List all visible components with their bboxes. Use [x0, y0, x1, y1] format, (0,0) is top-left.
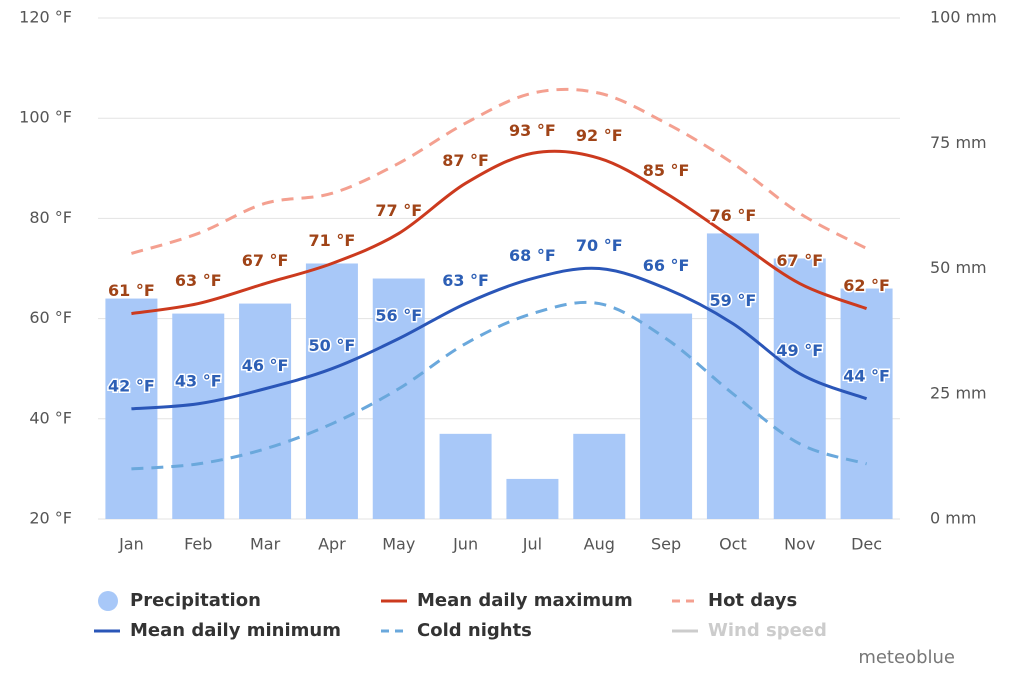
data-label: 93 °F	[509, 121, 556, 140]
x-tick-label: Jul	[522, 535, 542, 554]
bar	[506, 478, 559, 519]
x-tick-label: Feb	[184, 535, 212, 554]
legend-marker	[98, 591, 118, 611]
data-label: 62 °F	[843, 276, 890, 295]
data-label: 70 °F	[576, 236, 623, 255]
data-label: 67 °F	[242, 251, 289, 270]
data-label: 87 °F	[442, 151, 489, 170]
y2-tick-label: 100 mm	[930, 8, 997, 27]
data-label: 71 °F	[309, 231, 356, 250]
data-label: 61 °F	[108, 281, 155, 300]
data-label: 85 °F	[643, 161, 690, 180]
watermark: meteoblue	[858, 647, 955, 668]
x-tick-label: Jun	[452, 535, 478, 554]
bar	[172, 313, 225, 519]
data-label: 76 °F	[710, 206, 757, 225]
x-tick-label: Dec	[851, 535, 882, 554]
bar	[840, 288, 893, 519]
y2-tick-label: 0 mm	[930, 509, 976, 528]
y-tick-label: 40 °F	[29, 408, 72, 427]
x-tick-label: Jan	[118, 535, 144, 554]
data-label: 42 °F	[108, 376, 155, 395]
data-label: 44 °F	[843, 366, 890, 385]
y2-tick-label: 75 mm	[930, 133, 987, 152]
data-label: 63 °F	[175, 271, 222, 290]
data-label: 50 °F	[309, 336, 356, 355]
x-tick-label: Sep	[651, 535, 681, 554]
bar	[439, 433, 492, 519]
y2-tick-label: 25 mm	[930, 383, 987, 402]
legend-label: Mean daily minimum	[130, 620, 341, 641]
x-tick-label: Mar	[250, 535, 281, 554]
bar	[640, 313, 693, 519]
bar	[573, 433, 626, 519]
data-label: 68 °F	[509, 246, 556, 265]
legend-label: Hot days	[708, 590, 797, 611]
data-label: 49 °F	[776, 341, 823, 360]
data-label: 43 °F	[175, 371, 222, 390]
legend-label: Cold nights	[417, 620, 532, 641]
data-label: 92 °F	[576, 126, 623, 145]
bar	[706, 233, 759, 519]
data-label: 56 °F	[375, 306, 422, 325]
data-label: 77 °F	[375, 201, 422, 220]
line	[131, 266, 868, 411]
y-tick-label: 120 °F	[19, 8, 72, 27]
x-tick-label: May	[382, 535, 415, 554]
x-tick-label: Aug	[584, 535, 615, 554]
legend-label: Mean daily maximum	[417, 590, 633, 611]
data-label: 46 °F	[242, 356, 289, 375]
y-tick-label: 60 °F	[29, 308, 72, 327]
y-tick-label: 20 °F	[29, 509, 72, 528]
legend-label: Precipitation	[130, 590, 261, 611]
x-tick-label: Nov	[784, 535, 815, 554]
legend-label: Wind speed	[708, 620, 827, 641]
y-tick-label: 100 °F	[19, 108, 72, 127]
line	[131, 149, 868, 316]
bar	[773, 258, 826, 519]
bar	[239, 303, 292, 519]
data-label: 59 °F	[710, 291, 757, 310]
data-label: 66 °F	[643, 256, 690, 275]
data-label: 67 °F	[776, 251, 823, 270]
x-tick-label: Oct	[719, 535, 747, 554]
y2-tick-label: 50 mm	[930, 258, 987, 277]
line	[131, 300, 868, 471]
y-tick-label: 80 °F	[29, 208, 72, 227]
x-tick-label: Apr	[318, 535, 346, 554]
data-label: 63 °F	[442, 271, 489, 290]
line	[130, 87, 868, 255]
bar	[305, 263, 358, 519]
